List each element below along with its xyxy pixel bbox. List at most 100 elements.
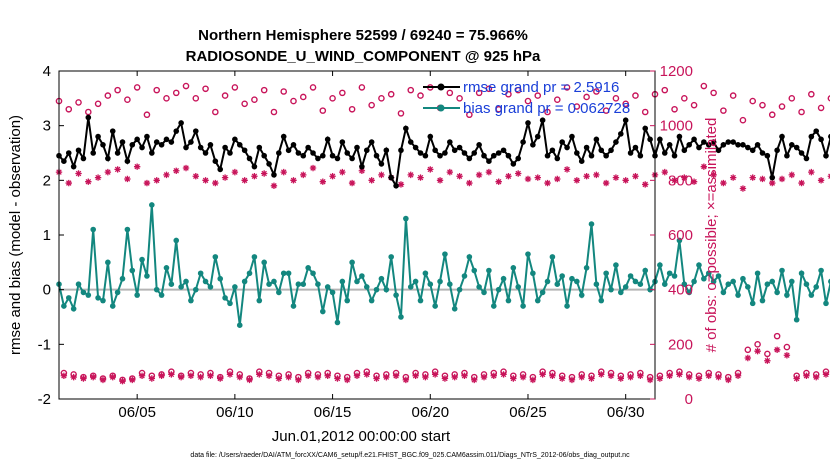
bias-marker bbox=[813, 284, 820, 290]
rmse-marker bbox=[520, 139, 526, 145]
rmse-marker bbox=[637, 152, 644, 159]
rmse-marker bbox=[417, 150, 424, 156]
obs-assimilated-marker bbox=[627, 373, 634, 381]
bias-marker bbox=[530, 270, 536, 277]
obs-assimilated-marker bbox=[485, 168, 493, 176]
rmse-marker bbox=[720, 142, 727, 148]
obs-possible-marker bbox=[417, 92, 424, 99]
obs-assimilated-marker bbox=[207, 372, 214, 379]
bias-marker bbox=[622, 284, 629, 290]
bias-marker bbox=[95, 295, 101, 301]
obs-assimilated-marker bbox=[392, 372, 400, 379]
obs-assimilated-marker bbox=[529, 376, 537, 384]
obs-possible-marker bbox=[466, 111, 473, 119]
obs-possible-marker bbox=[827, 95, 830, 102]
obs-assimilated-marker bbox=[666, 372, 673, 379]
obs-assimilated-marker bbox=[109, 373, 116, 381]
obs-possible-marker bbox=[270, 108, 278, 116]
rmse-marker bbox=[749, 147, 756, 154]
obs-assimilated-marker bbox=[568, 376, 576, 384]
rmse-marker bbox=[456, 144, 463, 151]
rmse-marker bbox=[70, 163, 77, 170]
bias-marker bbox=[442, 251, 448, 257]
rmse-marker bbox=[119, 139, 126, 145]
obs-assimilated-marker bbox=[515, 170, 522, 177]
rmse-marker bbox=[183, 144, 189, 151]
obs-possible-marker bbox=[773, 332, 781, 340]
rmse-marker bbox=[764, 152, 771, 159]
y-tick-label-left: 2 bbox=[43, 172, 51, 189]
rmse-marker bbox=[388, 174, 394, 181]
obs-possible-marker bbox=[700, 82, 708, 90]
obs-assimilated-marker bbox=[329, 173, 336, 180]
obs-assimilated-marker bbox=[598, 371, 605, 378]
obs-possible-marker bbox=[153, 86, 161, 94]
rmse-marker bbox=[334, 155, 341, 162]
obs-assimilated-marker bbox=[217, 375, 224, 382]
obs-assimilated-marker bbox=[544, 179, 551, 187]
bias-marker bbox=[310, 270, 316, 277]
bias-marker bbox=[671, 273, 678, 279]
bias-marker bbox=[788, 278, 795, 285]
obs-assimilated-marker bbox=[446, 168, 454, 176]
obs-possible-marker bbox=[309, 84, 317, 91]
bias-marker bbox=[520, 303, 526, 309]
obs-possible-marker bbox=[602, 107, 610, 114]
rmse-marker bbox=[285, 147, 292, 154]
obs-possible-marker bbox=[788, 95, 796, 102]
obs-possible-marker bbox=[319, 107, 327, 114]
bias-marker bbox=[793, 316, 800, 323]
bias-marker bbox=[432, 303, 438, 309]
rmse-marker bbox=[613, 139, 619, 145]
bias-marker bbox=[398, 314, 404, 320]
bias-marker bbox=[735, 292, 741, 298]
rmse-marker bbox=[788, 142, 795, 148]
bias-marker bbox=[100, 297, 106, 304]
rmse-marker bbox=[422, 152, 429, 159]
rmse-marker bbox=[432, 147, 438, 154]
bias-marker bbox=[437, 278, 443, 285]
rmse-marker bbox=[549, 147, 556, 154]
bias-marker bbox=[241, 278, 248, 285]
rmse-marker bbox=[95, 133, 101, 140]
rmse-marker bbox=[759, 150, 766, 156]
obs-possible-marker bbox=[387, 90, 395, 98]
rmse-marker bbox=[222, 144, 228, 151]
obs-possible-marker bbox=[710, 89, 717, 97]
bias-marker bbox=[676, 237, 683, 244]
obs-assimilated-marker bbox=[764, 357, 771, 364]
bias-marker bbox=[749, 300, 756, 307]
obs-assimilated-marker bbox=[583, 173, 590, 180]
rmse-marker bbox=[403, 125, 409, 132]
obs-assimilated-marker bbox=[471, 376, 478, 384]
y-tick-label-right: 1000 bbox=[660, 118, 693, 135]
obs-possible-marker bbox=[446, 89, 454, 97]
obs-possible-marker bbox=[85, 108, 92, 116]
bias-marker bbox=[632, 278, 639, 285]
rmse-marker bbox=[339, 139, 346, 145]
y-tick-label-left: -1 bbox=[38, 336, 51, 353]
bias-marker bbox=[129, 267, 136, 274]
bias-marker bbox=[280, 270, 287, 277]
bias-marker bbox=[515, 284, 522, 290]
y-tick-label-right: 600 bbox=[668, 227, 693, 244]
rmse-marker bbox=[451, 147, 458, 154]
bias-marker bbox=[618, 289, 624, 296]
legend-swatch-marker bbox=[437, 104, 445, 112]
rmse-marker bbox=[300, 152, 307, 159]
obs-assimilated-marker bbox=[265, 372, 273, 379]
obs-assimilated-marker bbox=[212, 179, 219, 187]
x-tick-label: 06/30 bbox=[607, 404, 645, 421]
obs-possible-marker bbox=[348, 105, 356, 113]
rmse-marker bbox=[490, 152, 497, 159]
obs-assimilated-marker bbox=[148, 375, 156, 382]
bias-marker bbox=[476, 284, 482, 290]
rmse-marker bbox=[217, 166, 224, 173]
obs-assimilated-marker bbox=[221, 174, 229, 181]
obs-assimilated-marker bbox=[617, 375, 625, 382]
bias-marker bbox=[188, 297, 194, 304]
obs-possible-marker bbox=[124, 96, 131, 103]
obs-possible-marker bbox=[573, 103, 581, 110]
rmse-marker bbox=[569, 133, 575, 140]
obs-assimilated-marker bbox=[353, 372, 361, 379]
